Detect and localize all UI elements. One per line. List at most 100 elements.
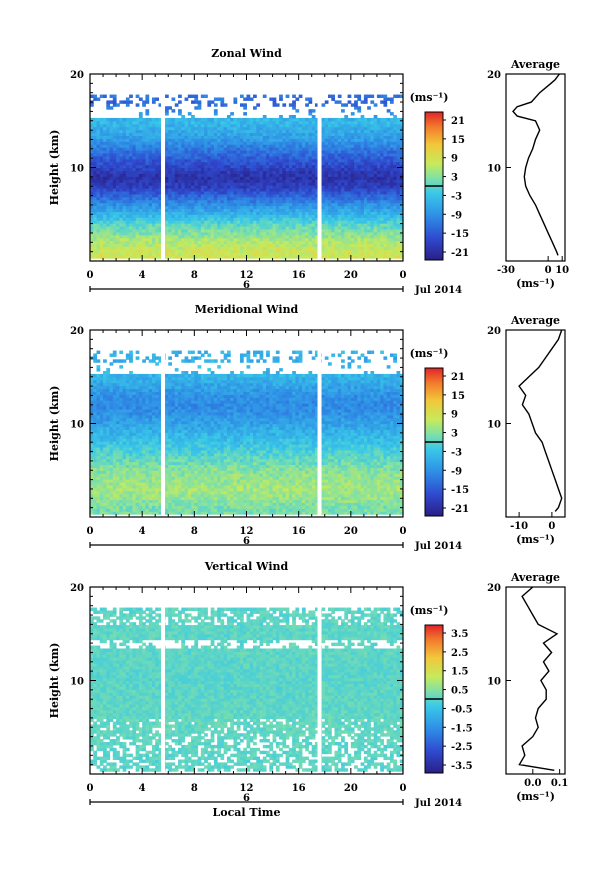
heatmap-cell <box>125 144 130 148</box>
heatmap-cell <box>145 176 150 180</box>
heatmap-cell <box>370 217 375 221</box>
heatmap-cell <box>197 123 202 128</box>
heatmap-cell <box>187 188 192 192</box>
heatmap-cell <box>230 252 234 256</box>
heatmap-cell <box>324 138 329 142</box>
heatmap-cell <box>311 132 316 136</box>
heatmap-cell <box>256 231 261 236</box>
heatmap-cell <box>243 237 247 242</box>
panel-title: Zonal Wind <box>211 47 282 60</box>
heatmap-cell <box>151 170 156 174</box>
heatmap-cell <box>301 150 306 154</box>
heatmap-cell <box>367 223 371 227</box>
heatmap-cell <box>386 202 391 207</box>
heatmap-cell <box>328 202 332 207</box>
heatmap-cell <box>259 231 264 236</box>
heatmap-cell <box>292 217 296 221</box>
colorbar-unit: (ms⁻¹) <box>410 91 449 104</box>
heatmap-cell <box>119 202 124 207</box>
heatmap-cell <box>213 141 218 145</box>
heatmap-cell <box>226 193 231 198</box>
heatmap-cell <box>171 150 176 154</box>
heatmap-cell <box>243 176 247 180</box>
heatmap-cell <box>194 117 199 122</box>
heatmap-cell <box>217 173 221 177</box>
heatmap-cell <box>178 135 182 139</box>
heatmap-cell <box>119 123 124 128</box>
heatmap-cell <box>259 153 264 157</box>
heatmap-cell <box>324 246 329 250</box>
heatmap-cell <box>178 240 182 245</box>
heatmap-cell <box>181 135 186 139</box>
heatmap-cell <box>226 155 231 160</box>
heatmap-cell <box>288 141 293 145</box>
heatmap-cell <box>272 179 277 183</box>
heatmap-cell <box>314 234 319 239</box>
heatmap-cell <box>383 185 388 189</box>
heatmap-cell <box>354 231 358 236</box>
heatmap-cell <box>184 246 189 250</box>
heatmap-cell <box>233 141 238 145</box>
heatmap-cell <box>243 170 247 174</box>
heatmap-cell <box>103 252 107 256</box>
heatmap-cell <box>360 208 365 212</box>
heatmap-cell <box>331 129 336 134</box>
heatmap-cell <box>204 167 208 172</box>
heatmap-cell <box>370 220 375 224</box>
heatmap-cell <box>106 205 111 210</box>
heatmap-cell <box>223 176 228 180</box>
heatmap-cell <box>253 246 257 250</box>
heatmap-cell <box>292 190 296 195</box>
heatmap-cell <box>207 100 212 104</box>
heatmap-cell <box>288 147 293 151</box>
heatmap-cell <box>321 223 326 227</box>
heatmap-cell <box>370 193 375 198</box>
heatmap-cell <box>246 155 251 160</box>
heatmap-cell <box>184 188 189 192</box>
heatmap-cell <box>367 246 371 250</box>
heatmap-cell <box>168 246 173 250</box>
heatmap-cell <box>360 243 365 248</box>
heatmap-cell <box>106 106 111 110</box>
heatmap-cell <box>187 120 192 125</box>
heatmap-cell <box>129 202 133 207</box>
heatmap-cell <box>334 255 339 259</box>
heatmap-cell <box>142 167 146 172</box>
heatmap-cell <box>380 234 384 239</box>
heatmap-cell <box>367 120 371 125</box>
heatmap-cell <box>324 117 329 122</box>
heatmap-cell <box>174 126 179 131</box>
heatmap-cell <box>321 193 326 198</box>
heatmap-cell <box>197 211 202 215</box>
heatmap-cell <box>158 141 163 145</box>
heatmap-cell <box>99 126 104 131</box>
heatmap-cell <box>112 141 117 145</box>
heatmap-cell <box>279 94 283 98</box>
heatmap-cell <box>266 231 270 236</box>
heatmap-cell <box>334 170 339 174</box>
heatmap-cell <box>191 120 195 125</box>
heatmap-cell <box>197 161 202 166</box>
heatmap-cell <box>275 231 280 236</box>
heatmap-cell <box>213 155 218 160</box>
heatmap-cell <box>393 141 397 145</box>
heatmap-cell <box>334 188 339 192</box>
heatmap-cell <box>148 153 153 157</box>
heatmap-cell <box>354 155 358 160</box>
heatmap-cell <box>239 141 244 145</box>
heatmap-cell <box>207 220 212 224</box>
heatmap-cell <box>350 123 355 128</box>
heatmap-cell <box>168 193 173 198</box>
heatmap-cell <box>200 231 205 236</box>
heatmap-cell <box>253 185 257 189</box>
heatmap-cell <box>109 185 114 189</box>
heatmap-cell <box>334 176 339 180</box>
heatmap-cell <box>132 255 137 259</box>
heatmap-cell <box>337 214 342 218</box>
heatmap-cell <box>129 147 133 151</box>
heatmap-cell <box>96 205 101 210</box>
heatmap-cell <box>217 97 221 101</box>
heatmap-cell <box>230 188 234 192</box>
heatmap-cell <box>164 117 169 122</box>
heatmap-cell <box>230 193 234 198</box>
